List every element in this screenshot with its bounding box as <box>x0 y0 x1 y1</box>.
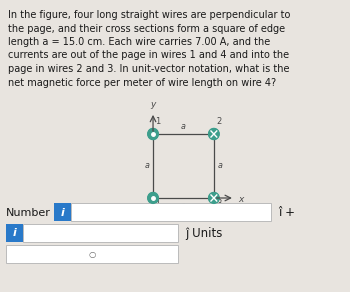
Text: î +: î + <box>279 206 295 219</box>
Text: 1: 1 <box>155 117 160 126</box>
FancyBboxPatch shape <box>23 224 178 242</box>
Text: i: i <box>12 229 16 239</box>
Text: page in wires 2 and 3. In unit-vector notation, what is the: page in wires 2 and 3. In unit-vector no… <box>8 64 289 74</box>
Text: a: a <box>144 161 149 171</box>
FancyBboxPatch shape <box>6 224 23 242</box>
Text: net magnetic force per meter of wire length on wire 4?: net magnetic force per meter of wire len… <box>8 77 276 88</box>
Text: x: x <box>239 194 244 204</box>
Text: i: i <box>61 208 65 218</box>
Circle shape <box>148 128 158 140</box>
Text: a: a <box>181 201 186 210</box>
Text: currents are out of the page in wires 1 and 4 and into the: currents are out of the page in wires 1 … <box>8 51 289 60</box>
Circle shape <box>209 128 219 140</box>
Circle shape <box>148 192 158 204</box>
Text: ○: ○ <box>88 250 95 259</box>
FancyBboxPatch shape <box>6 245 178 263</box>
Text: ĵ Units: ĵ Units <box>186 227 223 240</box>
FancyBboxPatch shape <box>54 203 71 221</box>
Text: length a = 15.0 cm. Each wire carries 7.00 A, and the: length a = 15.0 cm. Each wire carries 7.… <box>8 37 270 47</box>
Text: a: a <box>218 161 223 171</box>
Text: In the figure, four long straight wires are perpendicular to: In the figure, four long straight wires … <box>8 10 290 20</box>
Text: 2: 2 <box>217 117 222 126</box>
Text: y: y <box>150 100 156 109</box>
Text: a: a <box>181 122 186 131</box>
Text: 3: 3 <box>217 199 222 208</box>
FancyBboxPatch shape <box>71 203 271 221</box>
Text: the page, and their cross sections form a square of edge: the page, and their cross sections form … <box>8 23 285 34</box>
Text: 4: 4 <box>155 199 160 208</box>
Text: Number: Number <box>6 208 51 218</box>
Circle shape <box>209 192 219 204</box>
